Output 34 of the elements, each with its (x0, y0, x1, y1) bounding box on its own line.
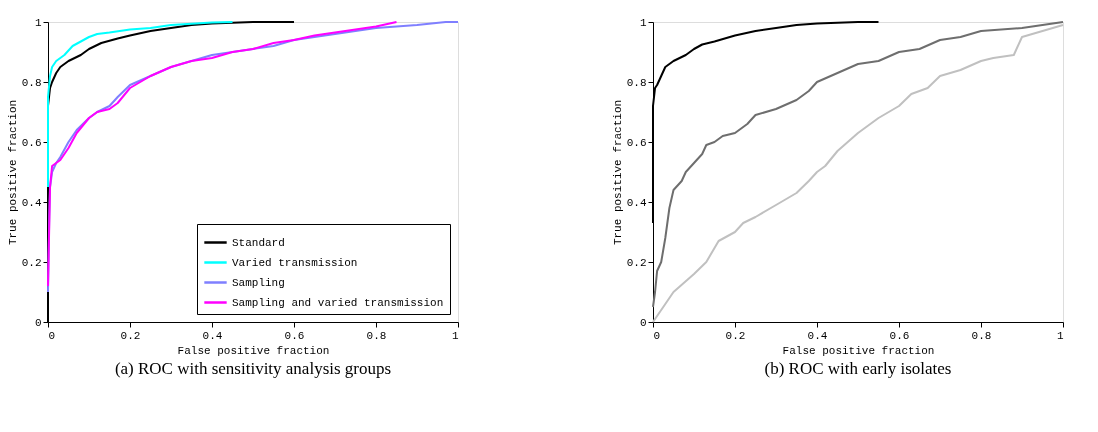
x-tick-label: 0.2 (725, 329, 746, 342)
y-tick-label: 0.2 (626, 256, 647, 269)
text: (b) ROC with early isolates (764, 359, 952, 378)
y-tick-label: 0.8 (21, 76, 42, 89)
x-axis-title: False positive fraction (782, 344, 935, 357)
x-tick-label: 0 (48, 329, 56, 342)
legend-label: Varied transmission (232, 256, 358, 269)
x-tick-label: 0.8 (366, 329, 387, 342)
text: (a) ROC with sensitivity analysis groups (114, 359, 392, 378)
y-tick-label: 0.6 (626, 136, 647, 149)
x-tick-label: 0.4 (202, 329, 223, 342)
y-tick-label: 0 (34, 316, 42, 329)
x-tick-label: 1 (1056, 329, 1064, 342)
x-tick-label: 0.6 (284, 329, 305, 342)
x-axis-title: False positive fraction (177, 344, 330, 357)
y-tick-label: 0.2 (21, 256, 42, 269)
y-tick-label: 1 (639, 16, 647, 29)
x-tick-label: 1 (451, 329, 459, 342)
legend-label: Sampling (232, 276, 285, 289)
x-tick-label: 0.4 (807, 329, 828, 342)
y-tick-label: 1 (34, 16, 42, 29)
legend-label: Standard (232, 236, 285, 249)
y-tick-label: 0 (639, 316, 647, 329)
x-tick-label: 0.6 (889, 329, 910, 342)
y-tick-label: 0.8 (626, 76, 647, 89)
legend-label: Sampling and varied transmission (232, 296, 444, 309)
x-tick-label: 0.2 (120, 329, 141, 342)
y-tick-label: 0.6 (21, 136, 42, 149)
y-tick-label: 0.4 (626, 196, 647, 209)
x-tick-label: 0 (653, 329, 661, 342)
y-axis-title: True positive fraction (6, 99, 19, 246)
y-axis-title: True positive fraction (611, 99, 624, 246)
x-tick-label: 0.8 (971, 329, 992, 342)
y-tick-label: 0.4 (21, 196, 42, 209)
